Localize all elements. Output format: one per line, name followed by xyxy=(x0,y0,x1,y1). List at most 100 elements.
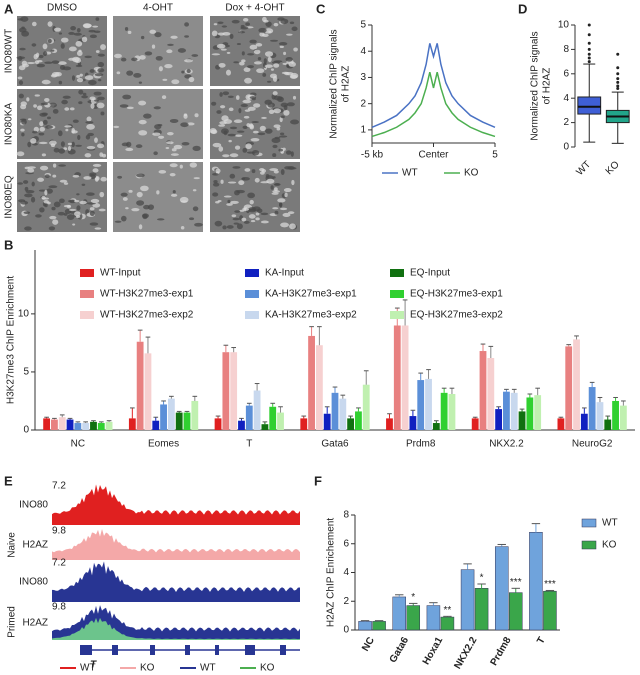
cell xyxy=(256,68,265,74)
cell xyxy=(253,103,261,108)
legend-label: KO xyxy=(260,663,275,674)
cell xyxy=(291,26,298,32)
cell xyxy=(243,220,250,224)
track-label: INO80 xyxy=(19,577,48,588)
cell xyxy=(193,177,200,180)
cell xyxy=(273,124,281,129)
cell xyxy=(54,27,62,32)
cell xyxy=(271,137,281,144)
outlier xyxy=(616,77,620,81)
cell xyxy=(244,168,251,172)
cell xyxy=(52,219,59,225)
cell xyxy=(96,102,105,109)
cell xyxy=(83,23,92,28)
cell xyxy=(250,220,256,223)
bar xyxy=(66,419,74,430)
legend-label: WT xyxy=(200,663,216,674)
signal-track xyxy=(52,528,300,560)
cell xyxy=(212,172,219,176)
cell xyxy=(254,177,260,183)
cell xyxy=(213,179,218,184)
legend-swatch xyxy=(390,269,404,277)
y-tick-label: 4 xyxy=(343,567,349,578)
cell xyxy=(232,217,240,221)
cell xyxy=(52,108,59,114)
cell xyxy=(52,174,57,178)
x-tick-label: KO xyxy=(604,159,622,177)
exon xyxy=(215,645,219,655)
x-tick-label: -5 kb xyxy=(361,150,384,161)
bar xyxy=(175,412,183,430)
cell xyxy=(138,100,147,106)
cell xyxy=(143,113,152,119)
cell xyxy=(280,102,289,108)
y-axis-label: H3K27me3 ChIP Enrichment xyxy=(6,276,17,404)
cell xyxy=(35,214,42,218)
cell xyxy=(212,192,219,197)
bar xyxy=(128,418,136,430)
cell xyxy=(274,187,278,192)
cell xyxy=(268,30,272,33)
cell xyxy=(220,179,224,184)
outlier xyxy=(587,23,591,27)
cell xyxy=(194,113,199,118)
cell xyxy=(84,75,94,80)
cell xyxy=(151,44,156,49)
cell xyxy=(227,95,234,98)
cell xyxy=(41,153,46,157)
cell xyxy=(274,210,279,215)
cell xyxy=(247,192,255,199)
cell xyxy=(241,51,245,56)
legend-swatch xyxy=(581,540,597,550)
cell xyxy=(272,207,279,210)
cell xyxy=(270,68,274,71)
signal-track xyxy=(52,561,300,602)
cell xyxy=(280,169,285,176)
cell xyxy=(60,141,65,147)
cell xyxy=(153,106,161,110)
cell xyxy=(238,31,246,34)
cell xyxy=(245,22,251,26)
significance: *** xyxy=(510,577,522,588)
x-tick-label: NKX2.2 xyxy=(489,439,524,450)
bar xyxy=(269,406,277,430)
cell xyxy=(39,207,45,213)
cell xyxy=(75,144,83,147)
cell xyxy=(116,71,121,75)
cell xyxy=(153,151,158,156)
panel-label: B xyxy=(4,237,13,252)
cell xyxy=(157,124,163,127)
bar xyxy=(191,400,199,430)
cell xyxy=(280,115,285,119)
cell xyxy=(21,132,25,137)
cell xyxy=(90,98,97,104)
cell xyxy=(247,106,256,111)
cell xyxy=(139,55,146,60)
cell xyxy=(76,205,81,211)
cell xyxy=(24,186,29,192)
cell xyxy=(188,76,195,83)
cell xyxy=(88,29,96,33)
cell xyxy=(53,201,61,208)
cell xyxy=(133,73,142,78)
cell xyxy=(34,60,40,65)
cell xyxy=(149,29,157,34)
cell xyxy=(222,91,230,96)
y-tick-label: 2 xyxy=(343,596,349,607)
cell xyxy=(126,141,132,148)
bar xyxy=(347,418,355,430)
bar xyxy=(323,413,331,430)
cell xyxy=(69,199,76,204)
cell xyxy=(180,122,189,128)
cell xyxy=(126,106,134,110)
cell xyxy=(71,127,75,134)
cell xyxy=(249,44,258,50)
cell xyxy=(234,189,240,196)
cell xyxy=(45,125,53,129)
cell xyxy=(73,32,82,36)
cell xyxy=(221,25,228,28)
bar xyxy=(51,419,58,430)
cell xyxy=(167,43,174,46)
cell xyxy=(20,128,25,132)
